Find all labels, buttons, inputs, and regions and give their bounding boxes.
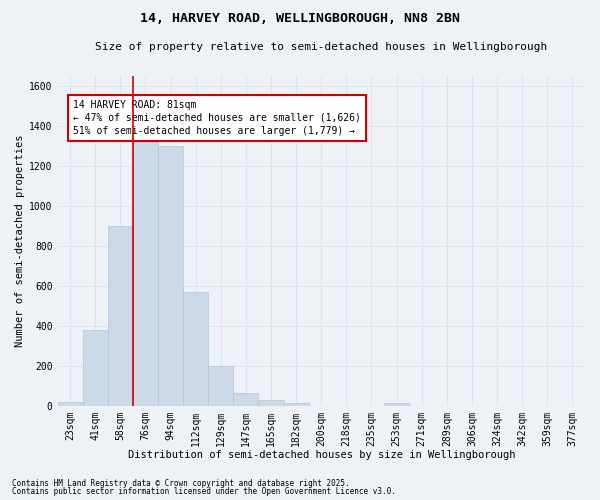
Text: 14, HARVEY ROAD, WELLINGBOROUGH, NN8 2BN: 14, HARVEY ROAD, WELLINGBOROUGH, NN8 2BN — [140, 12, 460, 26]
Bar — [108, 226, 133, 406]
Text: 14 HARVEY ROAD: 81sqm
← 47% of semi-detached houses are smaller (1,626)
51% of s: 14 HARVEY ROAD: 81sqm ← 47% of semi-deta… — [73, 100, 361, 136]
Bar — [58, 402, 83, 406]
Bar — [208, 366, 233, 406]
Title: Size of property relative to semi-detached houses in Wellingborough: Size of property relative to semi-detach… — [95, 42, 547, 52]
Text: Contains HM Land Registry data © Crown copyright and database right 2025.: Contains HM Land Registry data © Crown c… — [12, 478, 350, 488]
Text: Contains public sector information licensed under the Open Government Licence v3: Contains public sector information licen… — [12, 487, 396, 496]
Bar — [133, 142, 158, 406]
Y-axis label: Number of semi-detached properties: Number of semi-detached properties — [15, 134, 25, 347]
Bar — [183, 292, 208, 406]
X-axis label: Distribution of semi-detached houses by size in Wellingborough: Distribution of semi-detached houses by … — [128, 450, 515, 460]
Bar — [158, 146, 183, 406]
Bar — [83, 330, 108, 406]
Bar — [259, 400, 284, 406]
Bar — [384, 402, 409, 406]
Bar — [284, 404, 309, 406]
Bar — [233, 392, 259, 406]
